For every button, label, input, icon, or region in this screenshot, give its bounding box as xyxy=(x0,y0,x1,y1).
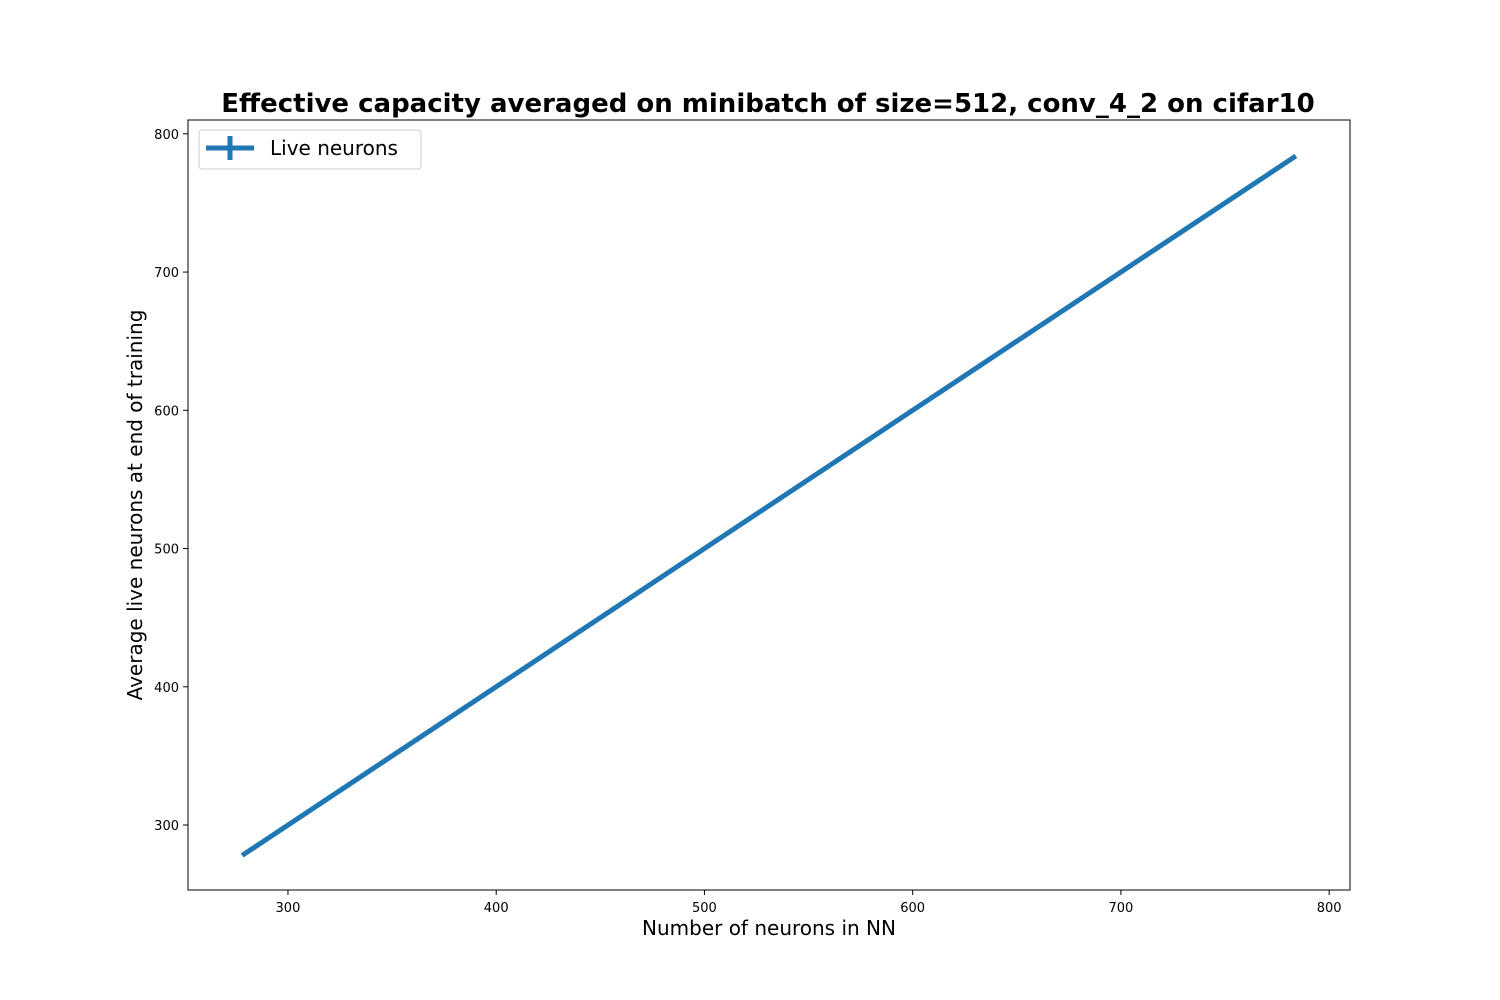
x-tick-label: 800 xyxy=(1317,901,1342,916)
plot-frame xyxy=(187,119,1351,891)
x-axis-label: Number of neurons in NN xyxy=(642,916,896,940)
x-tick-label: 400 xyxy=(484,901,509,916)
y-tick-label: 700 xyxy=(154,266,179,281)
y-tick-label: 800 xyxy=(154,128,179,143)
y-tick-label: 500 xyxy=(154,543,179,558)
legend: Live neurons xyxy=(198,129,422,170)
y-axis-label: Average live neurons at end of training xyxy=(123,310,147,701)
legend-label: Live neurons xyxy=(270,136,398,160)
legend-box xyxy=(198,129,422,170)
y-tick-label: 600 xyxy=(154,404,179,419)
x-axis-ticks: 300 400 500 600 700 800 xyxy=(276,890,1342,916)
y-axis-ticks: 300 400 500 600 700 800 xyxy=(154,128,188,834)
series-line-0 xyxy=(240,153,1298,858)
plot-area xyxy=(240,153,1298,858)
y-tick-label: 300 xyxy=(154,819,179,834)
x-tick-label: 500 xyxy=(692,901,717,916)
x-tick-label: 600 xyxy=(900,901,925,916)
chart-title: Effective capacity averaged on minibatch… xyxy=(221,89,1314,119)
x-tick-label: 700 xyxy=(1109,901,1134,916)
y-tick-label: 400 xyxy=(154,681,179,696)
x-tick-label: 300 xyxy=(276,901,301,916)
